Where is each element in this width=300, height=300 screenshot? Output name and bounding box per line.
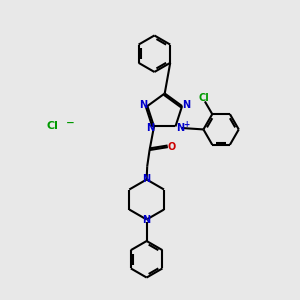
Text: N: N: [182, 100, 190, 110]
Text: O: O: [167, 142, 176, 152]
Text: N: N: [176, 123, 184, 133]
Text: Cl: Cl: [198, 93, 209, 103]
Text: N: N: [142, 214, 150, 224]
Text: N: N: [140, 100, 148, 110]
Text: N: N: [142, 175, 150, 184]
Text: −: −: [65, 118, 74, 128]
Text: N: N: [146, 123, 154, 133]
Text: +: +: [184, 120, 190, 129]
Text: Cl: Cl: [47, 122, 59, 131]
